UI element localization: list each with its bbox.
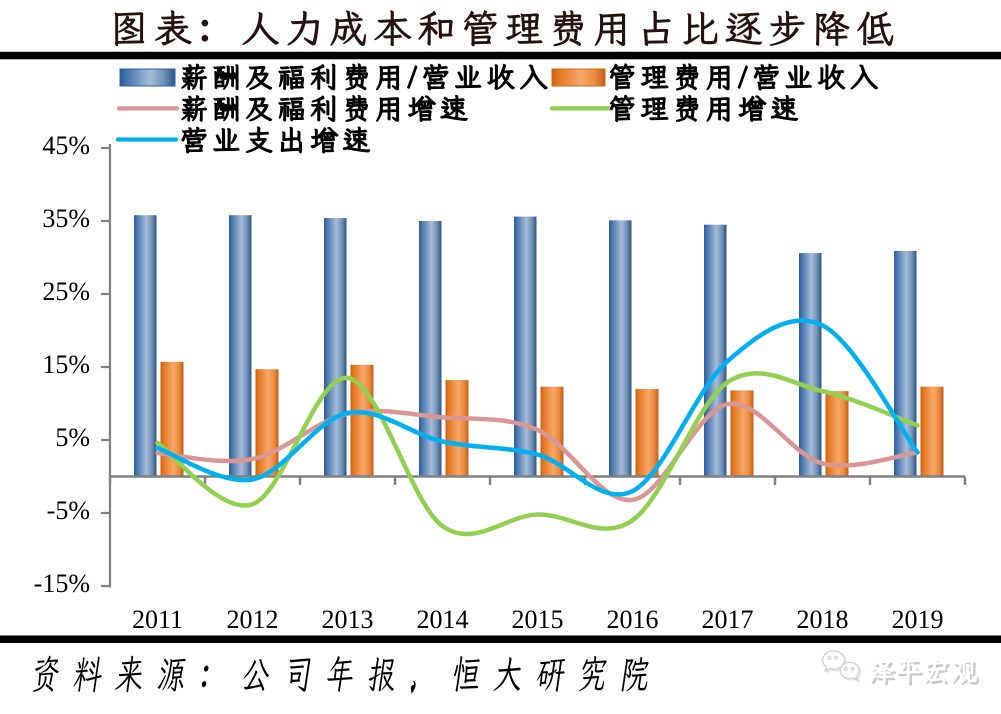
svg-text:2015: 2015	[512, 605, 564, 634]
svg-text:25%: 25%	[42, 277, 90, 306]
svg-text:-15%: -15%	[34, 569, 90, 598]
svg-text:2019: 2019	[892, 605, 944, 634]
svg-text:35%: 35%	[42, 204, 90, 233]
svg-text:45%: 45%	[42, 131, 90, 160]
svg-text:2011: 2011	[132, 605, 183, 634]
svg-text:2012: 2012	[227, 605, 279, 634]
svg-text:2014: 2014	[417, 605, 469, 634]
svg-text:2016: 2016	[607, 605, 659, 634]
svg-text:2013: 2013	[322, 605, 374, 634]
svg-text:-5%: -5%	[47, 496, 90, 525]
svg-text:2017: 2017	[702, 605, 754, 634]
svg-text:5%: 5%	[55, 423, 90, 452]
svg-text:15%: 15%	[42, 350, 90, 379]
svg-text:2018: 2018	[797, 605, 849, 634]
